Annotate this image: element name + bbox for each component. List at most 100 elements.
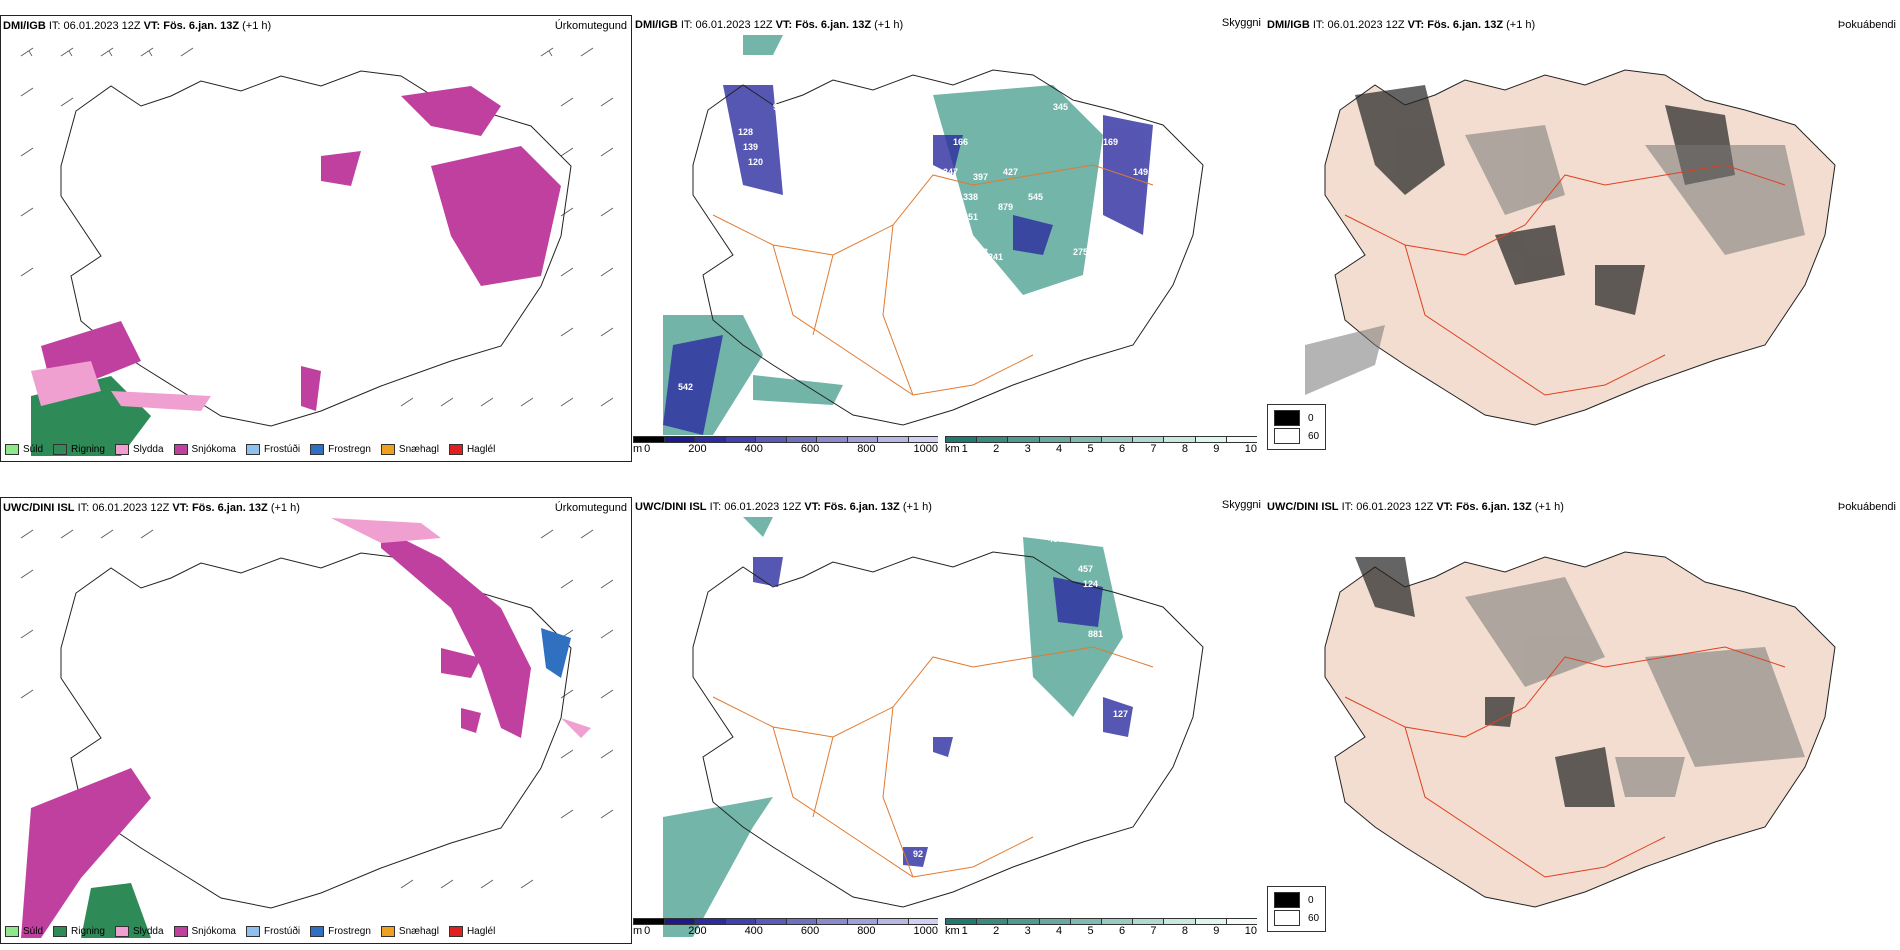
precip-legend-swatch xyxy=(245,444,260,455)
visibility-scale: km 1 2 3 4 5 6 7 8 9 10 xyxy=(945,918,1258,937)
precip-legend-item: Frostúði xyxy=(245,444,301,455)
precip-legend-item: Haglél xyxy=(448,444,496,455)
vt-label: VT: xyxy=(1407,19,1425,31)
it-value: 06.01.2023 12Z xyxy=(724,501,802,513)
scale-segment xyxy=(945,436,977,443)
ceiling-value-label: 347 xyxy=(943,167,958,177)
precip-legend-label: Frostregn xyxy=(328,926,371,937)
model-name: DMI/IGB xyxy=(1267,19,1310,31)
ceiling-value-label: 982 xyxy=(983,57,998,67)
scale-tick-label: 7 xyxy=(1150,443,1157,455)
precip-legend-item: Haglél xyxy=(448,926,495,937)
ceiling-value-label: 97 xyxy=(773,102,783,112)
scales: m 0 200 400 600 800 1000 km 1 2 3 4 5 6 7 8 9 10 xyxy=(633,436,1263,460)
it-label: IT: xyxy=(709,501,722,513)
ceiling-value-label: 457 xyxy=(1078,564,1093,574)
ceiling-value-label: 343 xyxy=(973,247,988,257)
ceiling-unit: m xyxy=(633,925,643,937)
scale-segment xyxy=(1194,436,1226,443)
panel-header: DMI/IGB IT: 06.01.2023 12Z VT: Fös. 6.ja… xyxy=(3,20,271,33)
model-name: UWC/DINI ISL xyxy=(1267,501,1339,513)
precip-legend-swatch xyxy=(114,926,129,937)
scale-tick-label: 800 xyxy=(857,925,876,937)
scale-segment xyxy=(1038,918,1070,925)
precip-legend-swatch xyxy=(114,444,129,455)
scale-segment xyxy=(816,918,847,925)
precip-type-label: Úrkomutegund xyxy=(554,502,627,514)
precip-legend-swatch xyxy=(380,444,395,455)
precip-legend-item: Frostregn xyxy=(310,444,371,455)
forecast-offset: (+1 h) xyxy=(242,20,272,32)
fog-indicator-label: Þokuábendi xyxy=(1837,19,1896,31)
vt-label: VT: xyxy=(172,502,189,514)
visibility-label: Skyggni xyxy=(1221,499,1261,511)
vt-label: VT: xyxy=(143,20,161,32)
ceiling-value-label: 545 xyxy=(1028,192,1043,202)
scale-tick-label: 600 xyxy=(800,443,820,455)
fog-areas-dense xyxy=(1355,557,1615,807)
scale-segment xyxy=(1132,436,1164,443)
scale-tick-label: 800 xyxy=(857,443,876,455)
panel-header: UWC/DINI ISL IT: 06.01.2023 12Z VT: Fös.… xyxy=(1267,501,1564,514)
fog-indicator-panel-bottom: UWC/DINI ISL IT: 06.01.2023 12Z VT: Fös.… xyxy=(1265,497,1900,944)
ceiling-scale: m 0 200 400 600 800 1000 xyxy=(633,436,938,455)
sleet-areas xyxy=(31,361,211,411)
scale-segment xyxy=(945,918,977,925)
fog-areas-moderate xyxy=(1465,577,1805,797)
ceiling-unit: m xyxy=(633,443,643,455)
snowfall-areas xyxy=(21,528,531,938)
precip-legend-label: Snæhagl xyxy=(398,926,439,937)
ceiling-value-label: 437 xyxy=(1048,534,1063,544)
scale-segment xyxy=(663,918,694,925)
scale-segment xyxy=(1007,918,1039,925)
precip-legend-swatch xyxy=(448,926,463,937)
scale-tick-label: 5 xyxy=(1087,925,1094,937)
visibility-label: Skyggni xyxy=(1221,17,1261,29)
ceiling-visibility-map-top: 982 111 97 105 345 106 128 139 120 166 347 397 427 33… xyxy=(663,35,1204,435)
scale-tick-label: 10 xyxy=(1244,925,1257,937)
ceiling-value-label: 345 xyxy=(1053,102,1068,112)
precip-legend: Súld Rigning Slydda Snjókoma Frostúði Frostre… xyxy=(5,444,495,455)
scale-segment xyxy=(785,436,816,443)
ceiling-value-label: 427 xyxy=(1003,167,1018,177)
ceiling-value-label: 347 xyxy=(968,307,983,317)
scale-segment xyxy=(1225,918,1258,925)
scale-segment xyxy=(755,436,786,443)
scale-segment xyxy=(877,918,908,925)
scale-segment xyxy=(1225,436,1258,443)
wind-barbs xyxy=(20,529,614,889)
scale-segment xyxy=(1007,436,1039,443)
ceiling-value-labels: 437 333 457 124 881 198 568 127 323 227 92 xyxy=(913,534,1158,859)
freezing-rain-areas xyxy=(541,628,571,678)
panel-header: UWC/DINI ISL IT: 06.01.2023 12Z VT: Fös.… xyxy=(635,501,932,514)
precip-legend-label: Frostúði xyxy=(263,444,301,455)
precip-legend-label: Haglél xyxy=(466,444,496,455)
precip-legend-swatch xyxy=(380,926,395,937)
iceland-outline xyxy=(692,551,1204,908)
fog-indicator-map-bottom xyxy=(1324,551,1836,908)
precip-type-map-bottom xyxy=(20,518,614,938)
scale-tick-label: 5 xyxy=(1087,443,1094,455)
precip-legend-label: Snæhagl xyxy=(398,444,439,455)
scale-tick-label: 2 xyxy=(993,925,1000,937)
precip-legend-item: Slydda xyxy=(114,926,164,937)
fog-legend-swatch-60 xyxy=(1274,428,1300,444)
scale-segment xyxy=(785,918,816,925)
precip-legend-item: Snæhagl xyxy=(380,444,439,455)
ceiling-scale: m 0 200 400 600 800 1000 xyxy=(633,918,938,937)
precip-legend-item: Snæhagl xyxy=(380,926,439,937)
scale-segment xyxy=(724,436,755,443)
ceiling-value-label: 542 xyxy=(678,382,693,392)
forecast-offset: (+1 h) xyxy=(874,19,904,31)
precip-legend-swatch xyxy=(310,444,325,455)
it-label: IT: xyxy=(1341,501,1354,513)
scale-segment xyxy=(724,918,755,925)
fog-legend-row: 60 xyxy=(1274,428,1319,444)
road-network xyxy=(1344,646,1786,878)
ceiling-value-label: 338 xyxy=(963,192,978,202)
wind-barbs xyxy=(20,47,614,407)
ceiling-value-label: 275 xyxy=(1073,247,1088,257)
precip-legend-label: Súld xyxy=(23,444,44,455)
fog-legend-row: 60 xyxy=(1274,910,1319,926)
